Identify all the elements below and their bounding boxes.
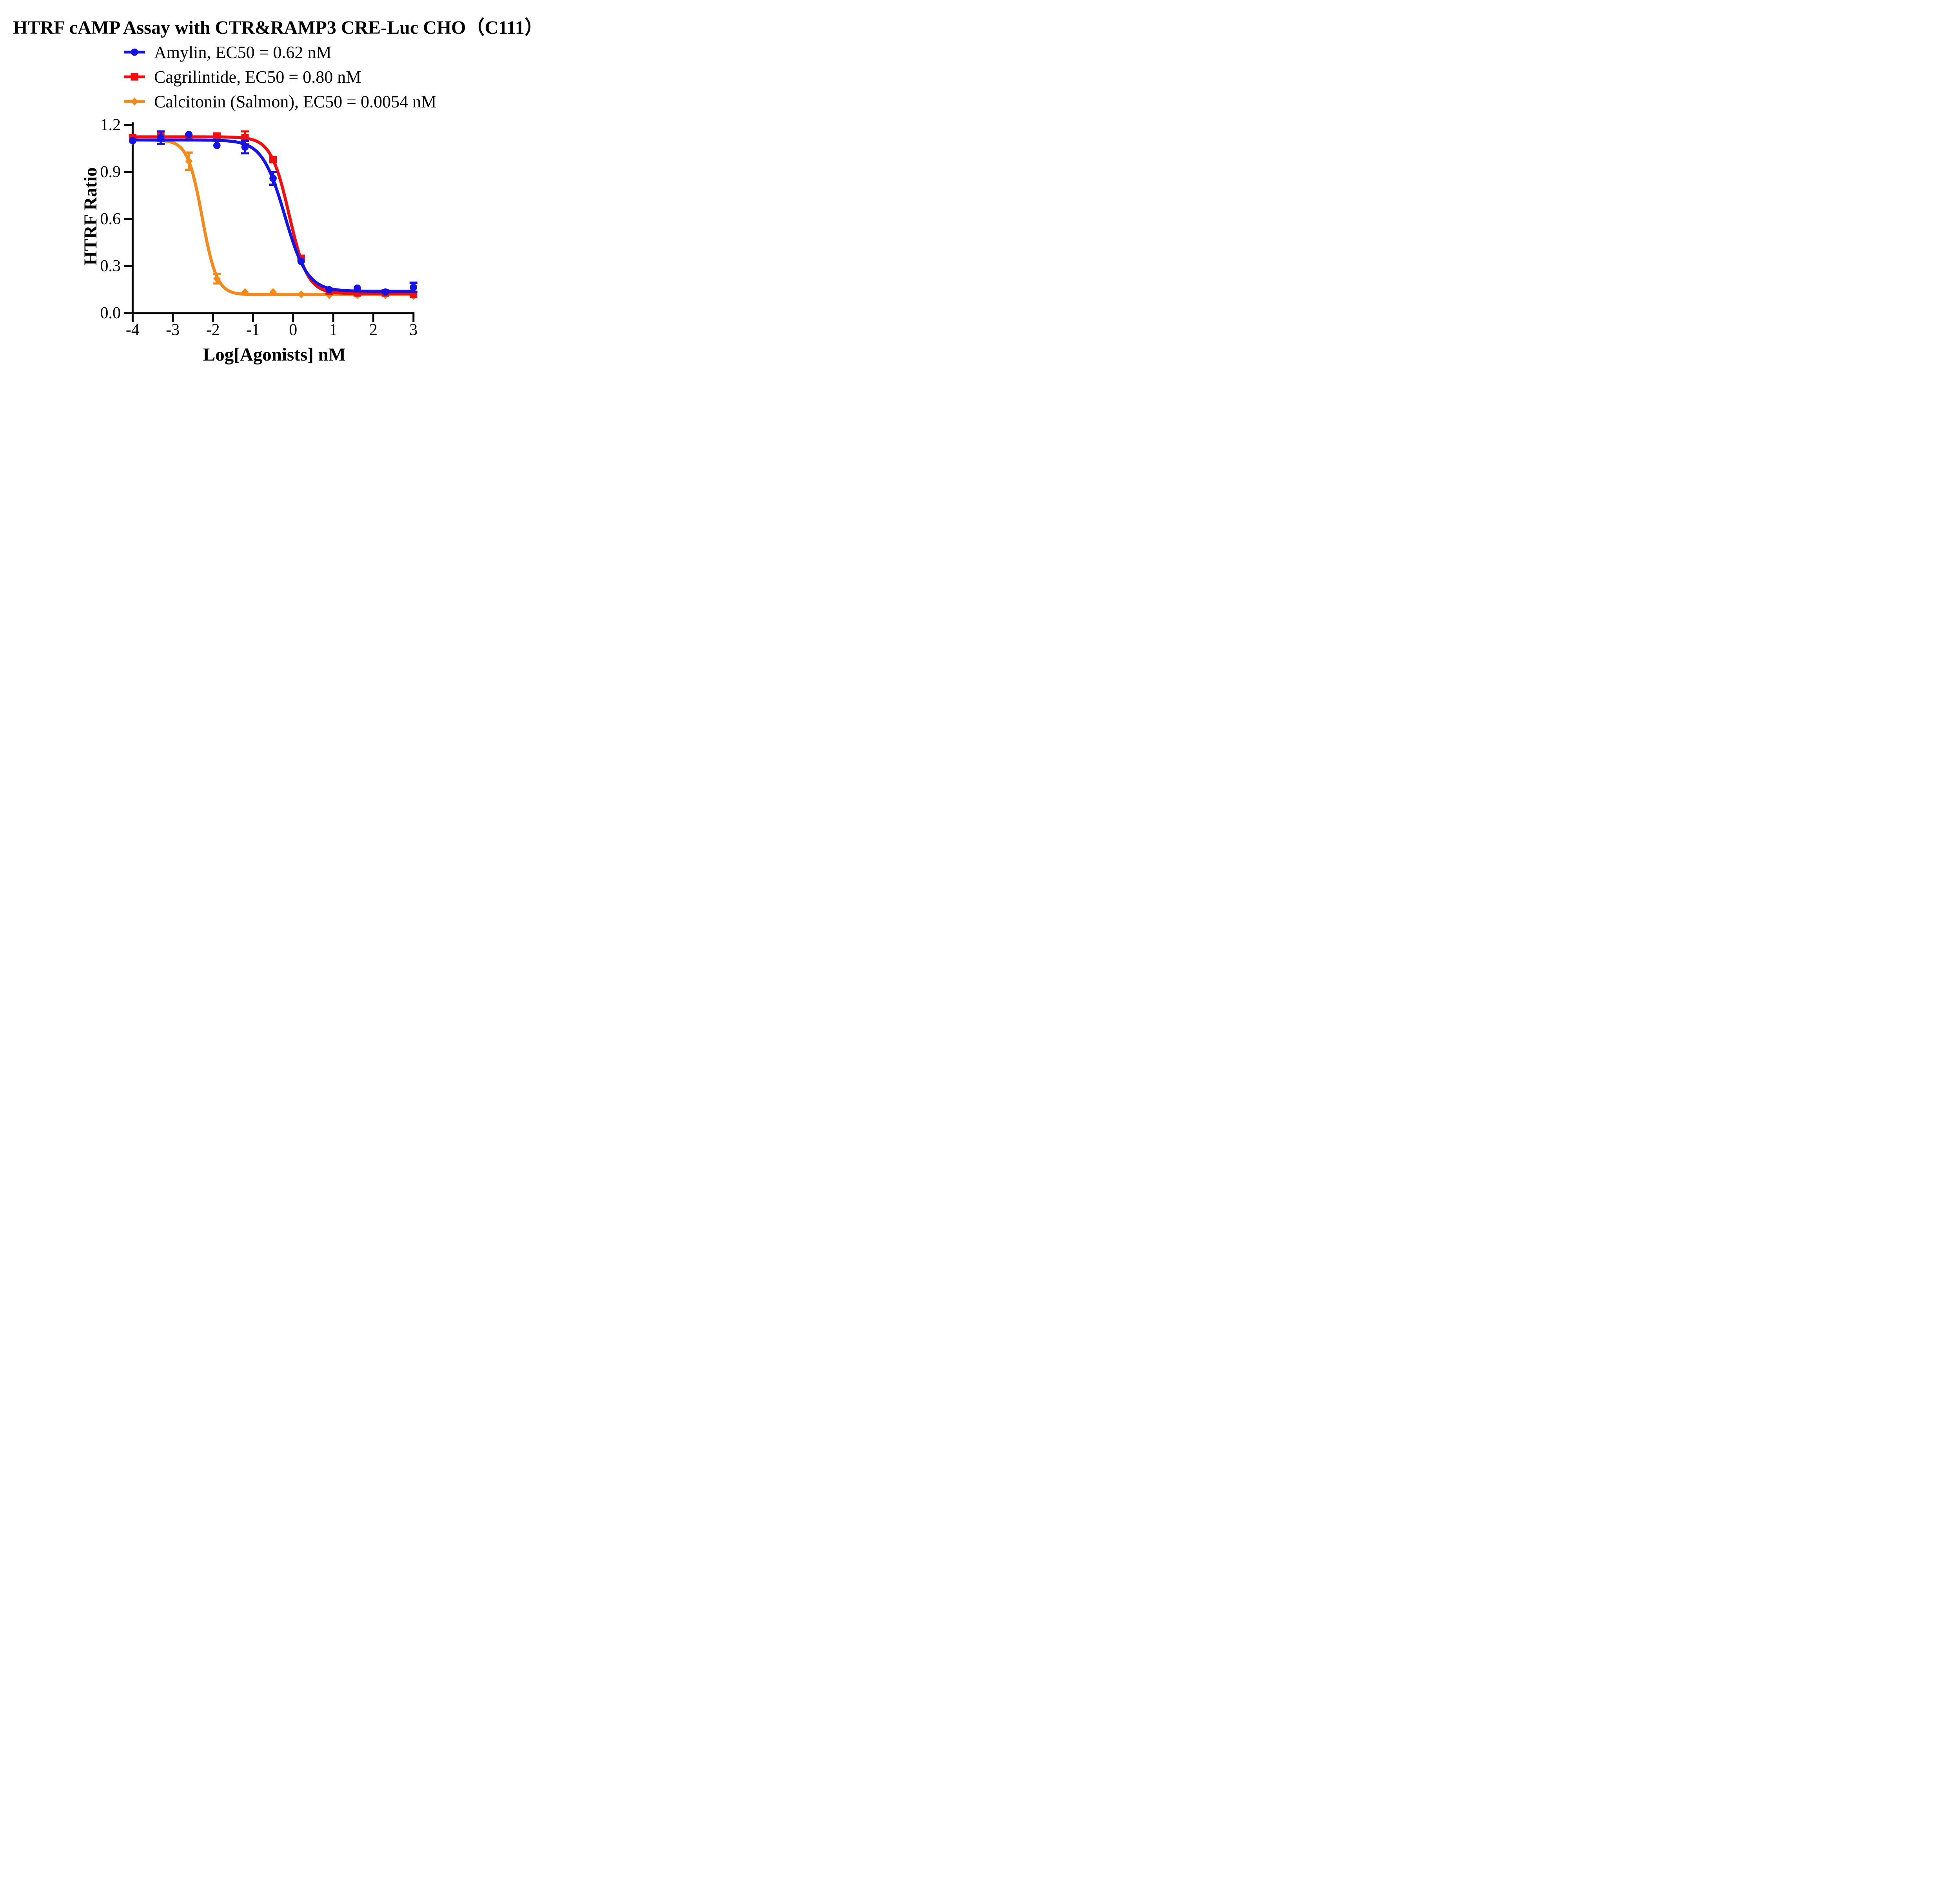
marker-calcitonin-salmon xyxy=(185,157,193,165)
legend-label: Amylin, EC50 = 0.62 nM xyxy=(154,42,332,62)
x-tick-label: -2 xyxy=(206,321,220,339)
y-tick-label: 0.3 xyxy=(100,257,121,276)
x-tick-label: -4 xyxy=(125,321,140,339)
y-tick-label: 0.0 xyxy=(100,304,121,323)
legend-item-1: Amylin, EC50 = 0.62 nM xyxy=(123,42,332,62)
legend-marker-glyph xyxy=(131,48,138,56)
marker-cagrilintide xyxy=(213,132,221,140)
y-axis-title: HTRF Ratio xyxy=(80,167,101,266)
marker-amylin xyxy=(297,257,305,265)
marker-amylin xyxy=(157,134,165,141)
legend-label: Calcitonin (Salmon), EC50 = 0.0054 nM xyxy=(154,92,437,111)
marker-calcitonin-salmon xyxy=(297,290,305,299)
marker-calcitonin-salmon xyxy=(269,288,277,296)
x-tick-label: 3 xyxy=(409,321,418,339)
plot-area xyxy=(123,122,417,322)
x-tick-label: -3 xyxy=(166,321,180,339)
series-amylin xyxy=(129,130,417,296)
x-tick-label: 0 xyxy=(289,321,298,339)
marker-calcitonin-salmon xyxy=(241,288,249,296)
x-tick-label: 2 xyxy=(369,321,377,339)
y-tick-label: 0.9 xyxy=(100,163,121,181)
x-axis-title: Log[Agonists] nM xyxy=(203,344,346,365)
y-tick-label: 1.2 xyxy=(100,116,121,134)
marker-amylin xyxy=(325,286,333,294)
marker-calcitonin-salmon xyxy=(325,291,333,299)
legend-label: Cagrilintide, EC50 = 0.80 nM xyxy=(154,67,361,87)
marker-amylin xyxy=(269,174,277,182)
marker-amylin xyxy=(410,283,417,291)
marker-amylin xyxy=(354,284,361,292)
legend-marker-square xyxy=(124,73,145,81)
figure: HTRF cAMP Assay with CTR&RAMP3 CRE-Luc C… xyxy=(0,0,541,378)
marker-cagrilintide xyxy=(269,156,277,163)
marker-amylin xyxy=(213,141,221,149)
legend-item-3: Calcitonin (Salmon), EC50 = 0.0054 nM xyxy=(123,92,437,111)
marker-amylin xyxy=(241,143,249,151)
marker-amylin xyxy=(381,288,389,296)
legend-marker-diamond xyxy=(124,97,145,106)
marker-amylin xyxy=(129,137,136,145)
legend-item-2: Cagrilintide, EC50 = 0.80 nM xyxy=(123,67,361,87)
x-tick-label: 1 xyxy=(329,321,338,339)
chart-title: HTRF cAMP Assay with CTR&RAMP3 CRE-Luc C… xyxy=(13,17,541,38)
series-cagrilintide xyxy=(129,130,417,298)
x-tick-label: -1 xyxy=(246,321,260,339)
marker-amylin xyxy=(185,131,192,138)
marker-calcitonin-salmon xyxy=(213,275,221,283)
legend-marker-circle xyxy=(124,48,145,56)
y-tick-label: 0.6 xyxy=(100,210,121,228)
marker-cagrilintide xyxy=(241,134,249,141)
legend-marker-glyph xyxy=(131,73,138,81)
